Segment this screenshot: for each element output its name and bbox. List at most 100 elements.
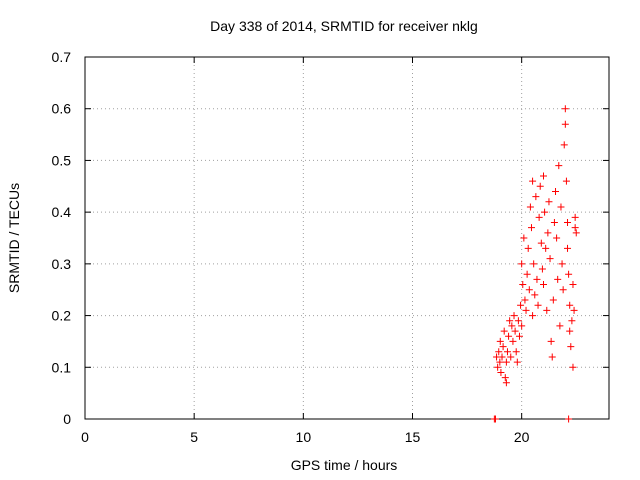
data-point	[514, 317, 522, 325]
data-point	[520, 234, 528, 242]
data-point	[519, 281, 527, 289]
data-point	[555, 162, 563, 170]
data-point	[505, 332, 513, 340]
data-point	[533, 275, 541, 283]
y-tick-label: 0.1	[52, 359, 72, 375]
data-point	[568, 317, 576, 325]
data-point	[510, 312, 518, 320]
data-point	[525, 286, 533, 294]
data-point	[499, 343, 507, 351]
data-point	[543, 306, 551, 314]
data-point	[561, 120, 569, 128]
data-point	[494, 363, 502, 371]
data-point	[513, 358, 521, 366]
y-tick-label: 0.5	[52, 152, 72, 168]
data-point	[495, 348, 503, 356]
data-point	[501, 374, 509, 382]
data-point	[544, 229, 552, 237]
data-point	[511, 327, 519, 335]
scatter-points	[490, 105, 580, 423]
data-point	[500, 327, 508, 335]
data-point	[564, 218, 572, 226]
data-point	[538, 265, 546, 273]
data-point	[497, 368, 505, 376]
data-point	[553, 234, 561, 242]
x-tick-labels: 0 5 10 15 20	[81, 429, 530, 445]
data-point	[540, 281, 547, 289]
data-point	[491, 415, 499, 423]
y-tick-label: 0.6	[52, 101, 72, 117]
data-point	[515, 332, 523, 340]
data-point	[541, 208, 549, 216]
data-point	[536, 182, 544, 190]
data-point	[529, 177, 537, 185]
data-point	[508, 322, 516, 330]
data-point	[565, 270, 573, 278]
chart-title: Day 338 of 2014, SRMTID for receiver nkl…	[210, 18, 478, 34]
y-axis-label: SRMTID / TECUs	[6, 183, 22, 293]
data-point	[518, 260, 526, 268]
data-point	[545, 198, 553, 206]
data-point	[527, 224, 535, 232]
data-point	[562, 177, 570, 185]
data-point	[534, 301, 542, 309]
plot-frame	[84, 56, 610, 420]
y-tick-label: 0.4	[52, 204, 72, 220]
data-point	[556, 322, 564, 330]
data-point	[566, 301, 574, 309]
data-point	[531, 291, 539, 299]
data-point	[512, 348, 520, 356]
data-point	[537, 239, 545, 247]
data-point	[507, 353, 515, 361]
y-tick-labels: 0 0.1 0.2 0.3 0.4 0.5 0.6 0.7	[52, 49, 72, 427]
data-point	[549, 296, 557, 304]
x-tick-label: 20	[514, 429, 530, 445]
data-point	[517, 301, 525, 309]
data-point	[552, 187, 560, 195]
data-point	[548, 353, 556, 361]
data-point	[564, 244, 572, 252]
data-point	[518, 322, 526, 330]
data-point	[522, 306, 530, 314]
data-point	[571, 213, 579, 221]
data-point	[524, 244, 532, 252]
data-point	[498, 353, 506, 361]
data-point	[532, 193, 540, 201]
y-tick-label: 0.2	[52, 308, 72, 324]
data-point	[569, 281, 577, 289]
data-point	[560, 141, 568, 149]
data-point	[529, 312, 537, 320]
data-point	[554, 275, 562, 283]
y-tick-label: 0.3	[52, 256, 72, 272]
data-point	[571, 224, 579, 232]
x-tick-label: 10	[296, 429, 312, 445]
data-point	[567, 343, 575, 351]
data-point	[561, 105, 569, 113]
x-axis-label: GPS time / hours	[291, 457, 398, 473]
data-point	[502, 358, 510, 366]
ticks	[84, 56, 609, 420]
data-point	[566, 327, 574, 335]
data-point	[530, 260, 538, 268]
y-tick-label: 0	[63, 411, 71, 427]
data-point	[526, 203, 534, 211]
data-point	[558, 260, 566, 268]
data-point	[542, 244, 550, 252]
data-point	[569, 363, 577, 371]
x-tick-label: 0	[81, 429, 89, 445]
data-point	[496, 337, 504, 345]
x-tick-label: 15	[405, 429, 421, 445]
data-point	[523, 270, 531, 278]
data-point	[540, 172, 547, 180]
data-point	[502, 379, 510, 387]
data-point	[546, 255, 554, 263]
data-point	[550, 218, 558, 226]
data-point	[496, 358, 504, 366]
data-point	[509, 337, 517, 345]
x-tick-label: 5	[190, 429, 198, 445]
data-point	[547, 337, 555, 345]
y-tick-label: 0.7	[52, 49, 72, 65]
data-point	[557, 203, 565, 211]
